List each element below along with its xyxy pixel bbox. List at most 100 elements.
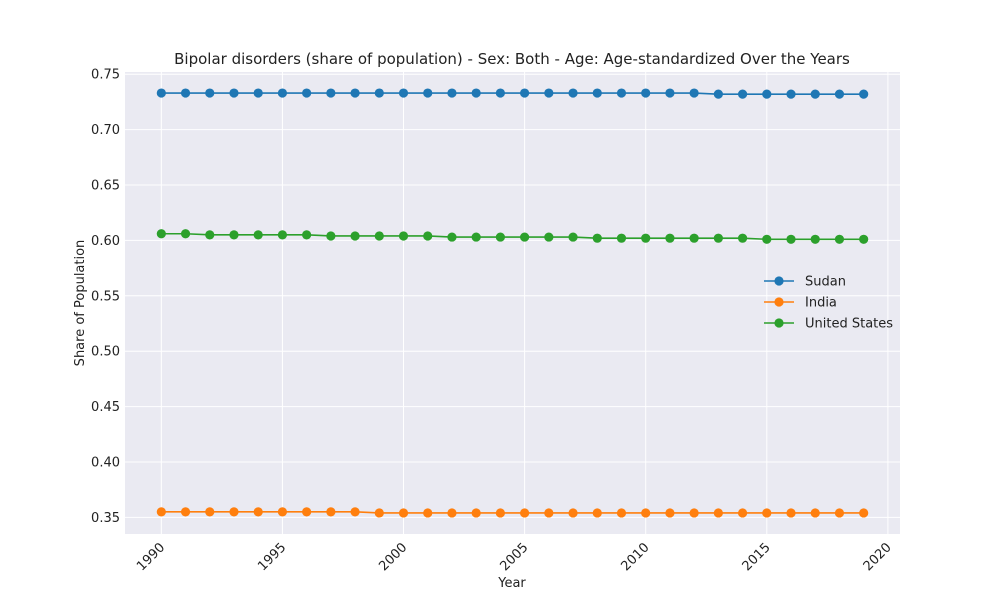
data-point-india [205, 507, 215, 517]
series-india [156, 507, 869, 518]
data-point-sudan [302, 88, 312, 98]
data-point-united-states [689, 233, 699, 243]
data-point-sudan [520, 88, 530, 98]
data-point-india [786, 508, 796, 518]
data-point-united-states [544, 232, 554, 242]
y-tick-label: 0.45 [91, 400, 120, 415]
legend-marker-united-states [774, 318, 784, 328]
data-point-united-states [713, 233, 723, 243]
data-point-india [277, 507, 288, 517]
data-point-india [302, 507, 312, 517]
legend-label-united-states: United States [805, 317, 893, 332]
plot-area [125, 72, 900, 534]
data-point-india [737, 508, 748, 518]
data-point-india [762, 508, 772, 518]
data-point-sudan [713, 89, 723, 99]
x-tick-label: 2000 [376, 540, 410, 574]
legend-label-india: India [805, 296, 837, 311]
data-point-sudan [350, 88, 360, 98]
data-point-united-states [350, 231, 360, 241]
data-point-india [398, 508, 409, 518]
data-point-india [180, 507, 191, 517]
data-point-india [423, 508, 433, 518]
data-point-united-states [326, 231, 336, 241]
legend-item-united-states: United States [764, 317, 893, 332]
data-point-united-states [253, 230, 263, 240]
y-tick-label: 0.40 [91, 455, 120, 470]
data-point-india [520, 508, 530, 518]
data-point-india [568, 508, 578, 518]
data-point-india [350, 507, 360, 517]
data-point-united-states [568, 232, 578, 242]
data-point-india [859, 508, 869, 518]
data-point-united-states [810, 234, 820, 244]
series-sudan [156, 88, 869, 99]
data-point-india [713, 508, 723, 518]
x-tick-labels: 1990 1995 2000 2005 2010 2015 2020 [134, 540, 895, 574]
legend-marker-sudan [774, 276, 784, 286]
data-point-sudan [544, 88, 554, 98]
x-tick-label: 1995 [255, 540, 289, 574]
data-point-sudan [447, 88, 457, 98]
data-point-united-states [859, 234, 869, 244]
data-point-india [253, 507, 263, 517]
data-point-india [447, 508, 457, 518]
data-point-united-states [762, 234, 772, 244]
x-tick-label: 2015 [740, 540, 774, 574]
data-point-united-states [398, 231, 409, 241]
data-point-sudan [616, 88, 627, 98]
data-point-india [374, 508, 384, 518]
data-point-india [665, 508, 675, 518]
data-point-united-states [156, 229, 166, 239]
x-tick-label: 2020 [861, 540, 895, 574]
data-point-india [810, 508, 820, 518]
data-point-sudan [180, 88, 191, 98]
data-point-united-states [447, 232, 457, 242]
data-point-sudan [277, 88, 288, 98]
x-tick-label: 2005 [497, 540, 531, 574]
data-point-united-states [834, 234, 845, 244]
data-point-sudan [471, 88, 481, 98]
data-point-united-states [592, 233, 602, 243]
data-point-sudan [665, 88, 675, 98]
data-point-united-states [665, 233, 675, 243]
legend-marker-india [774, 297, 784, 307]
series-group [156, 88, 869, 518]
data-point-sudan [859, 89, 869, 99]
y-tick-label: 0.60 [91, 234, 120, 249]
data-point-india [834, 508, 845, 518]
legend: Sudan India United States [764, 275, 893, 332]
data-point-united-states [180, 229, 191, 239]
x-tick-label: 2010 [619, 540, 653, 574]
data-point-india [156, 507, 166, 517]
data-point-sudan [495, 88, 505, 98]
data-point-india [616, 508, 627, 518]
y-tick-labels: 0.35 0.40 0.45 0.50 0.55 0.60 0.65 0.70 0.75 [91, 68, 120, 526]
data-point-sudan [810, 89, 820, 99]
data-point-united-states [229, 230, 239, 240]
chart-title: Bipolar disorders (share of population) … [174, 50, 850, 68]
data-point-sudan [641, 88, 651, 98]
data-point-india [592, 508, 602, 518]
y-axis-label: Share of Population [73, 240, 88, 367]
data-point-india [689, 508, 699, 518]
data-point-united-states [205, 230, 215, 240]
data-point-sudan [737, 89, 748, 99]
data-point-sudan [592, 88, 602, 98]
data-point-united-states [374, 231, 384, 241]
data-point-united-states [641, 233, 651, 243]
data-point-sudan [786, 89, 796, 99]
y-tick-label: 0.75 [91, 68, 120, 83]
data-point-united-states [471, 232, 481, 242]
data-point-sudan [423, 88, 433, 98]
y-tick-label: 0.50 [91, 345, 120, 360]
data-point-india [326, 507, 336, 517]
data-point-sudan [253, 88, 263, 98]
y-tick-label: 0.55 [91, 289, 120, 304]
y-tick-label: 0.65 [91, 179, 120, 194]
data-point-india [471, 508, 481, 518]
data-point-india [544, 508, 554, 518]
x-tick-label: 1990 [134, 540, 168, 574]
data-point-united-states [737, 233, 748, 243]
